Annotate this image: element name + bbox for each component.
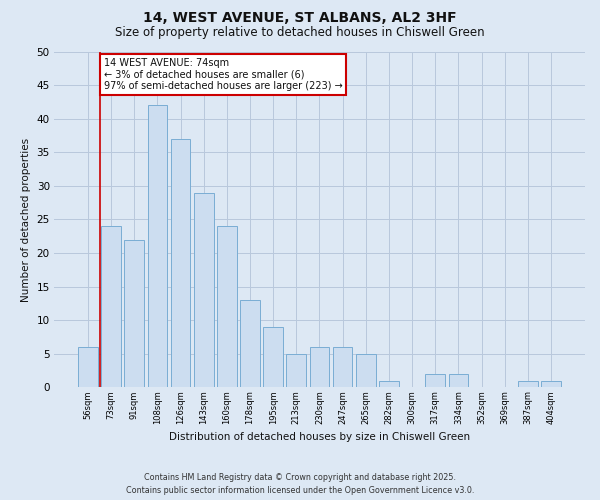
Bar (217, 226, 237, 388)
Bar (425, 374, 445, 388)
Bar (124, 240, 144, 388)
Bar (449, 374, 468, 388)
Bar (78, 347, 98, 388)
Text: 14, WEST AVENUE, ST ALBANS, AL2 3HF: 14, WEST AVENUE, ST ALBANS, AL2 3HF (143, 11, 457, 25)
Bar (310, 347, 329, 388)
Bar (148, 105, 167, 388)
Bar (518, 380, 538, 388)
Text: Contains HM Land Registry data © Crown copyright and database right 2025.
Contai: Contains HM Land Registry data © Crown c… (126, 474, 474, 495)
Text: 14 WEST AVENUE: 74sqm
← 3% of detached houses are smaller (6)
97% of semi-detach: 14 WEST AVENUE: 74sqm ← 3% of detached h… (104, 58, 343, 92)
Bar (101, 226, 121, 388)
X-axis label: Distribution of detached houses by size in Chiswell Green: Distribution of detached houses by size … (169, 432, 470, 442)
Y-axis label: Number of detached properties: Number of detached properties (21, 138, 31, 302)
Text: Size of property relative to detached houses in Chiswell Green: Size of property relative to detached ho… (115, 26, 485, 39)
Bar (356, 354, 376, 388)
Bar (541, 380, 561, 388)
Bar (240, 300, 260, 388)
Bar (286, 354, 306, 388)
Bar (333, 347, 352, 388)
Bar (379, 380, 399, 388)
Bar (194, 192, 214, 388)
Bar (263, 327, 283, 388)
Bar (171, 139, 190, 388)
